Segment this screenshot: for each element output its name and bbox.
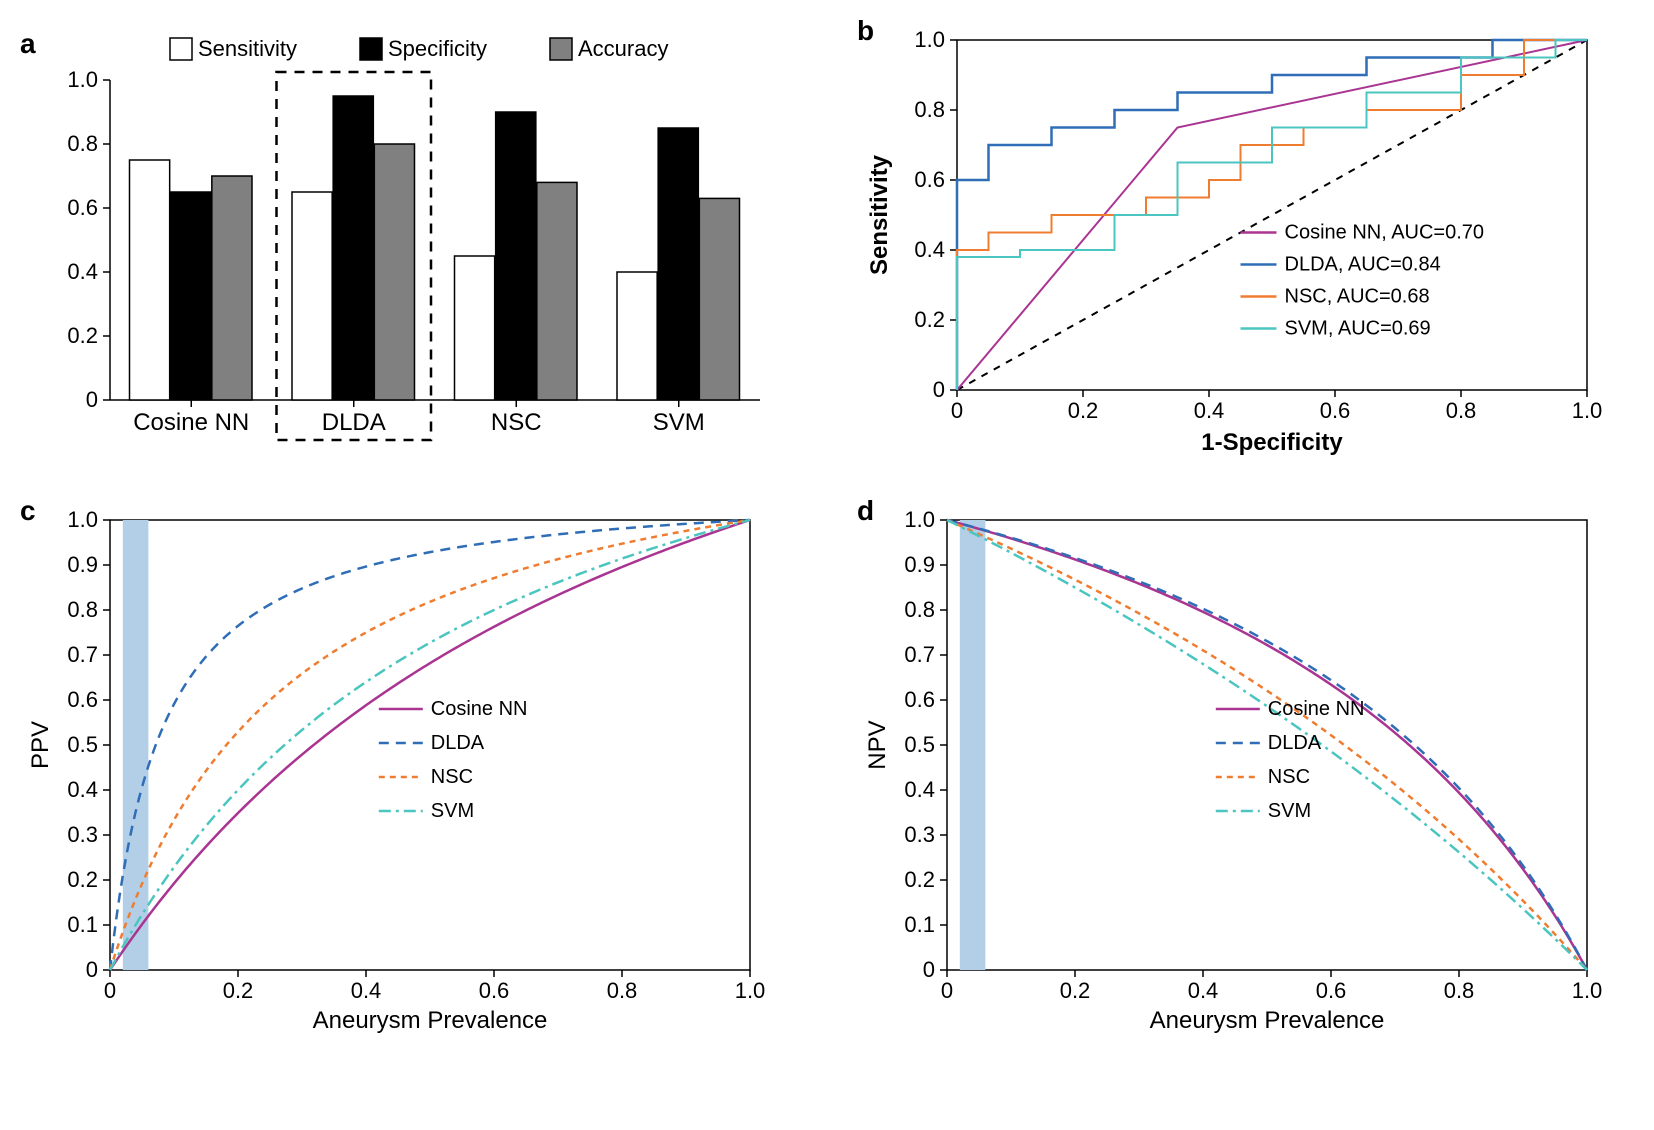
svg-text:1.0: 1.0 <box>67 67 98 92</box>
svg-text:Accuracy: Accuracy <box>578 36 668 61</box>
svg-text:0.2: 0.2 <box>1068 398 1099 423</box>
svg-text:1.0: 1.0 <box>735 978 766 1003</box>
svg-text:0.2: 0.2 <box>67 323 98 348</box>
bar-chart: Sensitivity Specificity Accuracy 0 0.2 0.4 0.6… <box>20 20 780 460</box>
ppv-chart: 0 0.2 0.4 0.6 0.8 1.0 0 0.1 0.2 0.3 0.4 0.5 0.6 0.7 0.… <box>20 500 780 1040</box>
svg-text:0: 0 <box>923 957 935 982</box>
svg-text:0: 0 <box>86 957 98 982</box>
svg-text:SVM: SVM <box>653 409 705 436</box>
svg-text:0.6: 0.6 <box>1320 398 1351 423</box>
svg-text:Aneurysm Prevalence: Aneurysm Prevalence <box>313 1007 548 1034</box>
svg-text:0.5: 0.5 <box>904 732 935 757</box>
svg-text:0.8: 0.8 <box>67 131 98 156</box>
svg-text:0.4: 0.4 <box>1188 978 1219 1003</box>
svg-text:PPV: PPV <box>27 721 54 769</box>
svg-text:0.9: 0.9 <box>67 552 98 577</box>
svg-text:1.0: 1.0 <box>67 507 98 532</box>
svg-text:Cosine NN: Cosine NN <box>1268 698 1365 720</box>
svg-text:0: 0 <box>951 398 963 423</box>
svg-text:1.0: 1.0 <box>904 507 935 532</box>
svg-text:0.8: 0.8 <box>67 597 98 622</box>
svg-text:0.4: 0.4 <box>1194 398 1225 423</box>
roc-chart: 00 0.2 0.2 0.4 0.4 0.6 0.6 0.8 0.8 1.0 1.0 1-Specif… <box>857 20 1617 460</box>
svg-text:0.6: 0.6 <box>914 167 945 192</box>
svg-text:0.3: 0.3 <box>67 822 98 847</box>
svg-text:Aneurysm Prevalence: Aneurysm Prevalence <box>1150 1007 1385 1034</box>
svg-text:0.2: 0.2 <box>67 867 98 892</box>
svg-text:NPV: NPV <box>864 720 891 769</box>
svg-text:0.8: 0.8 <box>914 97 945 122</box>
svg-text:0.6: 0.6 <box>67 195 98 220</box>
svg-text:0.7: 0.7 <box>904 642 935 667</box>
svg-text:0.2: 0.2 <box>914 307 945 332</box>
svg-text:SVM, AUC=0.69: SVM, AUC=0.69 <box>1285 318 1431 340</box>
svg-text:NSC: NSC <box>491 409 542 436</box>
svg-text:0.5: 0.5 <box>67 732 98 757</box>
svg-text:0.8: 0.8 <box>607 978 638 1003</box>
svg-text:0.9: 0.9 <box>904 552 935 577</box>
svg-text:DLDA: DLDA <box>1268 732 1322 754</box>
svg-text:0.6: 0.6 <box>904 687 935 712</box>
svg-text:0.4: 0.4 <box>914 237 945 262</box>
svg-text:0.1: 0.1 <box>67 912 98 937</box>
svg-text:Sensitivity: Sensitivity <box>198 36 297 61</box>
svg-text:0.7: 0.7 <box>67 642 98 667</box>
svg-text:0.8: 0.8 <box>1444 978 1475 1003</box>
svg-text:NSC: NSC <box>1268 766 1310 788</box>
svg-text:0.4: 0.4 <box>67 777 98 802</box>
svg-text:0.6: 0.6 <box>479 978 510 1003</box>
svg-text:DLDA: DLDA <box>322 409 386 436</box>
panel-c: c 00.20.40.60.81.000.10.20.30.40.50.60.7… <box>20 500 797 1040</box>
svg-text:DLDA: DLDA <box>431 732 485 754</box>
panel-a-label: a <box>20 28 36 60</box>
figure-grid: a SensitivitySpecificityAccuracy00.20.40… <box>20 20 1634 1040</box>
panel-b: b 000.20.20.40.40.60.60.80.81.01.01-Spec… <box>857 20 1634 460</box>
panel-d: d 00.20.40.60.81.000.10.20.30.40.50.60.7… <box>857 500 1634 1040</box>
svg-text:0.1: 0.1 <box>904 912 935 937</box>
svg-text:0.6: 0.6 <box>67 687 98 712</box>
svg-text:NSC: NSC <box>431 766 473 788</box>
svg-text:0: 0 <box>86 387 98 412</box>
svg-text:Sensitivity: Sensitivity <box>866 154 893 275</box>
svg-text:0.4: 0.4 <box>67 259 98 284</box>
svg-text:SVM: SVM <box>431 800 474 822</box>
svg-text:DLDA, AUC=0.84: DLDA, AUC=0.84 <box>1285 254 1441 276</box>
svg-text:Cosine NN: Cosine NN <box>431 698 528 720</box>
panel-b-label: b <box>857 15 874 47</box>
svg-text:0.2: 0.2 <box>904 867 935 892</box>
svg-text:0.3: 0.3 <box>904 822 935 847</box>
svg-text:0.4: 0.4 <box>351 978 382 1003</box>
svg-text:0.6: 0.6 <box>1316 978 1347 1003</box>
svg-text:0.2: 0.2 <box>1060 978 1091 1003</box>
panel-a: a Sensitivity Specificity Accuracy 0 0.2 0.4 0… <box>20 20 797 460</box>
svg-text:Specificity: Specificity <box>388 36 487 61</box>
svg-text:0: 0 <box>104 978 116 1003</box>
npv-chart: 0 0.2 0.4 0.6 0.8 1.0 0 0.1 0.2 0.3 0.4 0.5 0.6 0.7 0.… <box>857 500 1617 1040</box>
svg-text:Cosine NN: Cosine NN <box>133 409 249 436</box>
svg-text:1.0: 1.0 <box>914 27 945 52</box>
svg-text:1.0: 1.0 <box>1572 978 1603 1003</box>
svg-text:Cosine NN, AUC=0.70: Cosine NN, AUC=0.70 <box>1285 222 1485 244</box>
panel-c-label: c <box>20 495 36 527</box>
svg-text:1-Specificity: 1-Specificity <box>1201 429 1343 456</box>
svg-text:0.2: 0.2 <box>223 978 254 1003</box>
svg-text:0.4: 0.4 <box>904 777 935 802</box>
svg-text:1.0: 1.0 <box>1572 398 1603 423</box>
svg-text:SVM: SVM <box>1268 800 1311 822</box>
panel-d-label: d <box>857 495 874 527</box>
svg-text:NSC, AUC=0.68: NSC, AUC=0.68 <box>1285 286 1430 308</box>
svg-text:0.8: 0.8 <box>904 597 935 622</box>
svg-text:0.8: 0.8 <box>1446 398 1477 423</box>
svg-text:0: 0 <box>933 377 945 402</box>
svg-text:0: 0 <box>941 978 953 1003</box>
